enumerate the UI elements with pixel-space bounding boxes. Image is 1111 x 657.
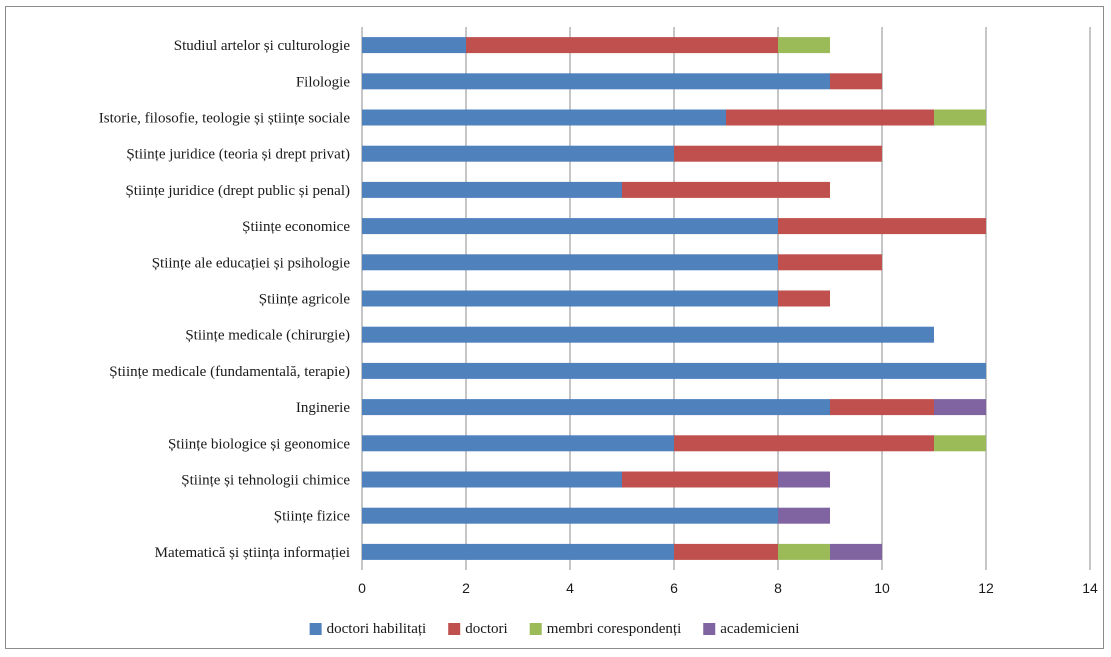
bar-segment <box>362 73 830 90</box>
legend-swatch <box>309 623 322 635</box>
legend-label: academicieni <box>720 621 799 637</box>
bar-segment <box>362 507 778 524</box>
category-label: Științe juridice (teoria și drept privat… <box>126 147 350 163</box>
x-tick-labels: 0 2 4 6 8 10 12 14 <box>358 580 1098 596</box>
legend-swatch <box>448 623 461 635</box>
legend-swatch <box>703 623 716 635</box>
bar-segment <box>362 290 778 307</box>
legend-item: doctori habilitați <box>309 621 427 637</box>
bar-segment <box>362 109 726 126</box>
category-label: Științe și tehnologii chimice <box>181 473 350 489</box>
bar-segment <box>726 109 934 126</box>
category-label: Științe ale educației și psihologie <box>152 255 351 271</box>
x-tick-label: 12 <box>978 580 994 596</box>
bar-segment <box>362 145 674 162</box>
category-label: Științe medicale (chirurgie) <box>185 328 350 344</box>
legend-item: doctori <box>448 621 508 637</box>
bar-segment <box>934 109 986 126</box>
bar-segment <box>778 507 830 524</box>
bar-segment <box>674 543 778 560</box>
category-label: Studiul artelor și culturologie <box>174 38 351 54</box>
legend: doctori habilitați doctori membri corespon… <box>309 621 799 637</box>
bar-segment <box>778 290 830 307</box>
bar-segment <box>362 37 466 54</box>
x-tick-label: 2 <box>462 580 470 596</box>
bar-segment <box>934 399 986 416</box>
bar-segment <box>362 326 934 343</box>
category-label: Științe juridice (drept public și penal) <box>125 183 350 199</box>
category-label: Științe biologice și geonomice <box>168 436 350 452</box>
bar-segment <box>778 471 830 488</box>
bar-segment <box>778 254 882 271</box>
category-label: Științe fizice <box>274 509 351 525</box>
x-tick-label: 0 <box>358 580 366 596</box>
bar-segment <box>362 362 986 379</box>
bar-segment <box>362 543 674 560</box>
category-labels: Studiul artelor și culturologie Filologie… <box>99 38 351 561</box>
stacked-bar-chart: Studiul artelor și culturologie Filologie… <box>99 27 1098 637</box>
x-tick-label: 6 <box>670 580 678 596</box>
category-label: Științe agricole <box>259 292 351 308</box>
bar-segment <box>830 399 934 416</box>
bar-segment <box>466 37 778 54</box>
x-tick-label: 8 <box>774 580 782 596</box>
legend-label: doctori habilitați <box>327 621 427 637</box>
legend-item: academicieni <box>703 621 799 637</box>
category-label: Istorie, filosofie, teologie și științe … <box>99 111 351 127</box>
bar-segment <box>674 145 882 162</box>
bar-segment <box>830 543 882 560</box>
bar-segment <box>362 471 622 488</box>
bar-segment <box>778 37 830 54</box>
legend-label: doctori <box>465 621 508 637</box>
x-tick-label: 4 <box>566 580 574 596</box>
bar-layer <box>362 37 986 560</box>
category-label: Științe economice <box>242 219 350 235</box>
category-label: Inginerie <box>296 400 350 416</box>
bar-segment <box>778 543 830 560</box>
category-label: Filologie <box>296 74 351 90</box>
bar-segment <box>362 181 622 198</box>
chart-frame: Studiul artelor și culturologie Filologie… <box>5 6 1104 649</box>
x-tick-label: 10 <box>874 580 890 596</box>
legend-swatch <box>529 623 542 635</box>
bar-segment <box>362 399 830 416</box>
bar-segment <box>622 181 830 198</box>
bar-segment <box>674 435 934 452</box>
bar-segment <box>830 73 882 90</box>
bar-segment <box>622 471 778 488</box>
x-tick-label: 14 <box>1082 580 1098 596</box>
bar-segment <box>362 435 674 452</box>
bar-segment <box>362 254 778 271</box>
bar-segment <box>362 218 778 235</box>
category-label: Științe medicale (fundamentală, terapie) <box>109 364 350 380</box>
bar-segment <box>778 218 986 235</box>
legend-item: membri corespondenți <box>529 621 682 637</box>
bar-segment <box>934 435 986 452</box>
legend-label: membri corespondenți <box>547 621 682 637</box>
category-label: Matematică și știința informației <box>155 545 350 561</box>
